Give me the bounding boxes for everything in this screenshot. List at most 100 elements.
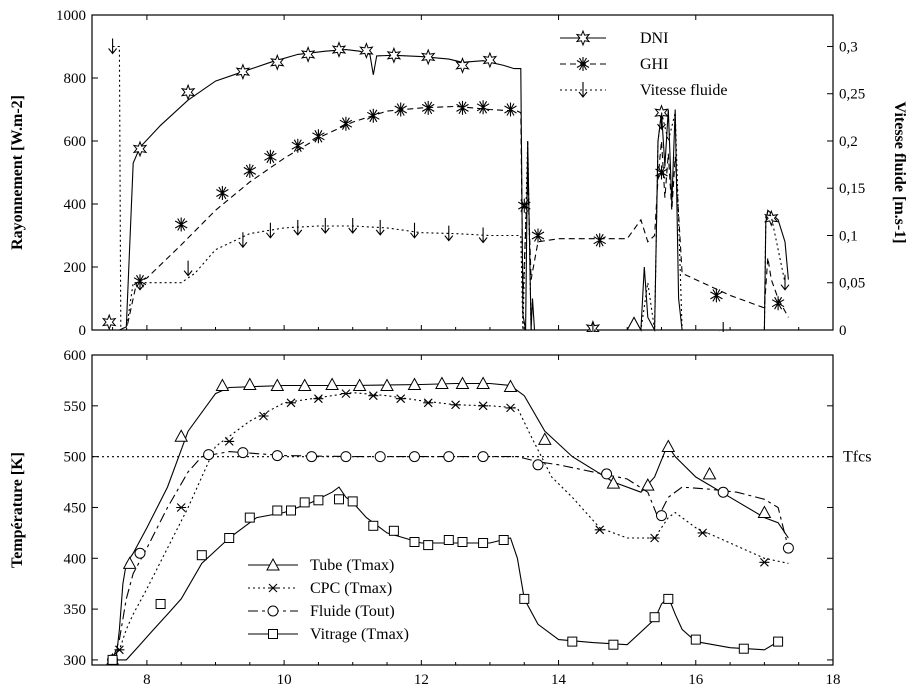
bottom-data-point	[443, 451, 455, 463]
bottom-plot-frame	[91, 354, 834, 666]
bottom-series-0	[105, 376, 789, 666]
top-data-point	[771, 296, 785, 311]
bottom-y-tick-label: 400	[64, 551, 87, 567]
top-data-point	[183, 260, 193, 277]
top-data-point	[367, 108, 380, 123]
bottom-data-point	[409, 451, 420, 463]
top-data-point	[421, 100, 435, 115]
top-y2-tick-label: 0,3	[839, 39, 858, 55]
top-data-point	[174, 217, 188, 232]
top-legend-entry: GHI	[560, 56, 668, 73]
bottom-data-point	[258, 411, 269, 421]
top-legend-label: DNI	[640, 30, 668, 47]
bottom-series-3	[107, 486, 784, 665]
bottom-data-point	[457, 537, 468, 547]
top-series-line	[112, 45, 786, 331]
bottom-data-point	[244, 512, 255, 523]
bottom-y-tick-label: 450	[64, 500, 87, 516]
bottom-data-point	[174, 429, 189, 442]
top-data-point	[264, 149, 277, 164]
top-data-point	[375, 219, 385, 236]
bottom-data-point	[286, 505, 296, 516]
bottom-data-point	[395, 394, 406, 404]
bottom-data-point	[368, 520, 379, 531]
bottom-legend-label: CPC (Tmax)	[310, 580, 392, 597]
bottom-data-point	[340, 389, 351, 398]
bottom-x-tick-label: 10	[277, 672, 292, 688]
bottom-data-point	[423, 540, 434, 551]
bottom-data-point	[340, 451, 352, 463]
bottom-legend-marker	[266, 557, 280, 571]
top-data-point	[780, 274, 790, 291]
top-y2-tick-label: 0	[839, 323, 847, 339]
bottom-data-point	[532, 459, 544, 471]
bottom-data-point	[215, 378, 230, 391]
top-y-axis-title: Rayonnement [W.m-2]	[9, 95, 26, 250]
top-data-point	[719, 322, 728, 332]
bottom-data-point	[176, 503, 187, 512]
bottom-series-line	[112, 392, 789, 661]
top-data-point	[394, 102, 407, 117]
top-data-point	[410, 222, 419, 239]
top-y2-tick-label: 0,25	[839, 87, 865, 103]
top-series-2	[108, 38, 790, 332]
top-data-point	[420, 48, 436, 66]
bottom-data-point	[537, 432, 552, 445]
top-data-point	[456, 100, 469, 115]
top-data-point	[238, 232, 248, 249]
bottom-legend-entry: Fluide (Tout)	[248, 603, 395, 620]
bottom-data-point	[388, 525, 399, 536]
top-data-point	[339, 116, 353, 131]
bottom-legend-marker	[267, 605, 279, 617]
bottom-y-tick-label: 500	[64, 450, 87, 466]
top-data-point	[331, 41, 347, 59]
top-legend-label: Vitesse fluide	[640, 82, 727, 99]
top-y2-tick-label: 0,2	[839, 134, 858, 150]
bottom-data-point	[519, 593, 530, 604]
top-data-point	[291, 138, 305, 153]
top-data-point	[478, 227, 488, 244]
top-data-point	[300, 45, 316, 63]
top-y-tick-label: 400	[64, 197, 87, 213]
bottom-series-line	[112, 382, 789, 661]
bottom-data-point	[286, 398, 296, 408]
top-data-point	[270, 53, 285, 71]
top-y2-tick-label: 0,1	[839, 228, 858, 244]
top-legend-marker	[575, 29, 591, 47]
bottom-data-point	[601, 468, 613, 480]
top-data-point	[655, 165, 668, 180]
top-data-point	[531, 228, 545, 243]
top-y-tick-label: 200	[64, 260, 87, 276]
bottom-x-tick-label: 12	[414, 672, 429, 688]
bottom-legend-label: Fluide (Tout)	[310, 603, 395, 620]
top-plot-frame	[91, 14, 834, 331]
bottom-legend-marker	[268, 629, 278, 639]
bottom-y-axis-title: Température [K]	[9, 452, 26, 568]
top-y2-tick-label: 0,15	[839, 181, 865, 197]
bottom-data-point	[757, 505, 772, 518]
top-data-point	[518, 198, 531, 213]
top-data-point	[588, 322, 597, 332]
top-y-tick-label: 600	[64, 134, 87, 150]
bottom-data-point	[435, 376, 449, 389]
bottom-data-point	[567, 636, 578, 647]
top-legend-marker	[578, 82, 588, 98]
bottom-data-point	[505, 403, 516, 413]
bottom-data-point	[423, 398, 434, 408]
bottom-data-point	[299, 497, 310, 508]
bottom-data-point	[606, 476, 621, 489]
bottom-data-point	[107, 654, 118, 665]
bottom-legend-label: Tube (Tmax)	[310, 557, 394, 574]
reference-line-label: Tfcs	[843, 449, 871, 466]
bottom-data-point	[242, 377, 257, 390]
top-y-tick-label: 800	[64, 71, 87, 87]
bottom-data-point	[608, 639, 619, 650]
bottom-data-point	[773, 636, 784, 647]
top-legend-label: GHI	[640, 56, 668, 73]
bottom-legend-entry: CPC (Tmax)	[248, 580, 392, 597]
bottom-data-point	[640, 478, 655, 491]
top-data-point	[293, 219, 303, 236]
top-data-point	[108, 38, 118, 55]
top-data-point	[132, 140, 148, 158]
bottom-legend-label: Vitrage (Tmax)	[310, 626, 409, 643]
